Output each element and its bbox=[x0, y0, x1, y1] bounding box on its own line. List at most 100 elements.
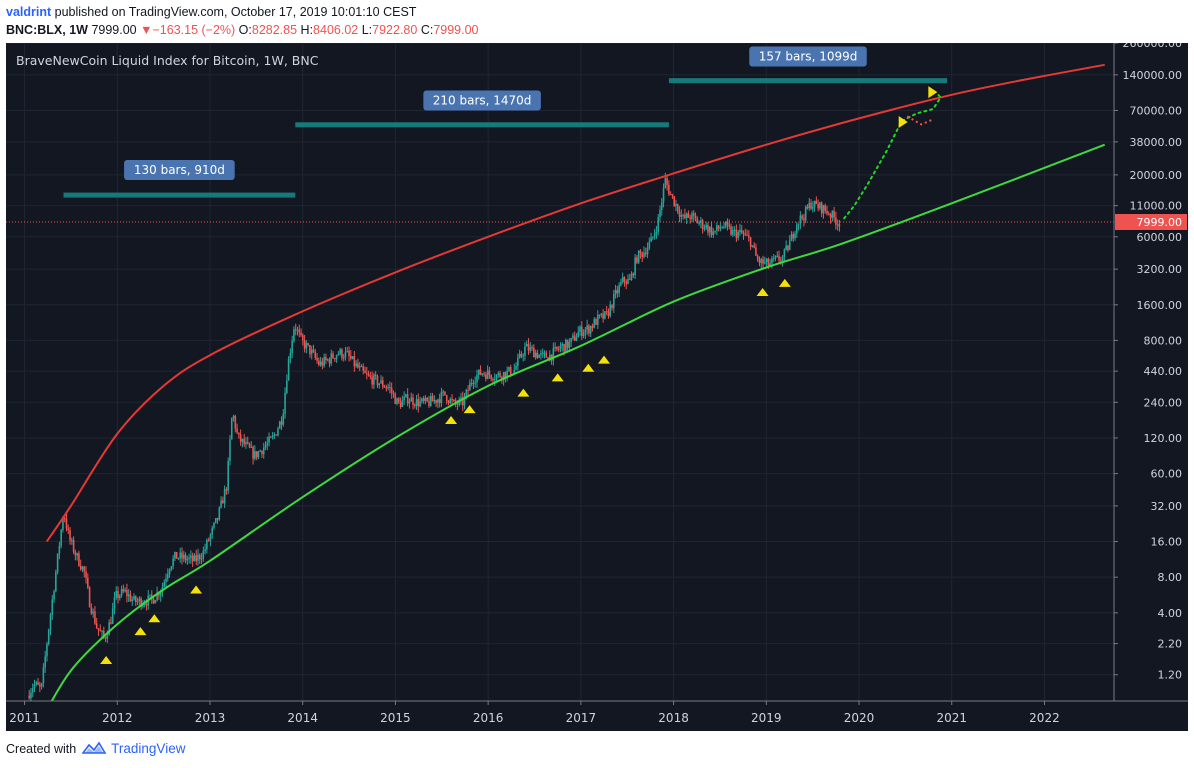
candle-body bbox=[30, 692, 32, 699]
candle-body bbox=[801, 215, 803, 219]
candle-body bbox=[719, 227, 722, 229]
candle-body bbox=[309, 345, 311, 355]
last-price-tag-label: 7999.00 bbox=[1137, 216, 1183, 229]
candle-body bbox=[764, 261, 766, 264]
candle-body bbox=[108, 622, 110, 636]
candle-body bbox=[303, 340, 306, 349]
candle-body bbox=[174, 552, 176, 559]
candle-body bbox=[737, 231, 739, 238]
price-chart[interactable]: 130 bars, 910d 210 bars, 1470d 157 bars, 1… bbox=[6, 43, 1188, 731]
candle-body bbox=[445, 395, 448, 402]
candle-body bbox=[481, 373, 484, 375]
candle-body bbox=[469, 383, 471, 391]
candle-body bbox=[383, 386, 386, 388]
candle-body bbox=[691, 213, 693, 220]
projection-pullback bbox=[906, 115, 934, 126]
price-tick-label: 2.20 bbox=[1158, 638, 1183, 651]
candle-body bbox=[270, 436, 272, 438]
up-triangle-marker bbox=[134, 627, 147, 636]
candle-body bbox=[390, 387, 393, 393]
candle-body bbox=[424, 397, 427, 401]
footer: Created with TradingView bbox=[6, 741, 185, 758]
candle-body bbox=[732, 229, 734, 235]
candle-body bbox=[541, 352, 544, 354]
candle-body bbox=[262, 447, 265, 455]
candle-body bbox=[268, 436, 270, 443]
candle-body bbox=[83, 566, 86, 572]
candle-body bbox=[373, 374, 375, 385]
candle-body bbox=[730, 226, 732, 235]
candle-body bbox=[765, 258, 768, 262]
candle-body bbox=[99, 630, 102, 632]
candle-body bbox=[678, 211, 681, 217]
candle-body bbox=[685, 213, 688, 218]
candle-body bbox=[222, 500, 224, 504]
candle-body bbox=[426, 397, 429, 402]
candle-body bbox=[612, 294, 615, 308]
candle-body bbox=[246, 441, 249, 444]
candle-body bbox=[437, 399, 439, 404]
candle-body bbox=[344, 351, 347, 358]
candle-body bbox=[131, 599, 134, 602]
candle-body bbox=[502, 372, 505, 380]
candle-body bbox=[714, 230, 716, 232]
candle-body bbox=[353, 356, 356, 367]
candle-body bbox=[74, 552, 77, 556]
price-tick-label: 3200.00 bbox=[1137, 263, 1183, 276]
candle-body bbox=[296, 329, 299, 331]
candle-body bbox=[40, 683, 43, 687]
candle-body bbox=[515, 365, 517, 370]
candle-body bbox=[509, 367, 512, 376]
candle-body bbox=[97, 628, 100, 631]
candle-body bbox=[698, 222, 700, 224]
candle-body bbox=[259, 450, 261, 452]
candle-body bbox=[392, 392, 395, 394]
candle-body bbox=[721, 227, 723, 229]
close-label: C: bbox=[420, 23, 434, 37]
candle-body bbox=[179, 552, 182, 558]
candle-body bbox=[739, 229, 741, 232]
candle-body bbox=[138, 598, 141, 602]
candle-body bbox=[652, 236, 654, 238]
price-tick-label: 1600.00 bbox=[1137, 299, 1183, 312]
candle-body bbox=[318, 360, 320, 365]
candle-body bbox=[134, 596, 137, 602]
candle-body bbox=[581, 326, 583, 337]
candle-body bbox=[119, 595, 121, 599]
candle-body bbox=[397, 398, 400, 403]
time-tick-label: 2014 bbox=[287, 711, 318, 725]
candle-body bbox=[689, 217, 691, 220]
candle-body bbox=[154, 600, 157, 604]
candle-body bbox=[751, 245, 754, 247]
candle-body bbox=[403, 396, 405, 401]
candle-body bbox=[250, 446, 253, 448]
candle-body bbox=[238, 432, 240, 435]
candle-body bbox=[177, 557, 180, 559]
candle-body bbox=[716, 225, 718, 231]
candle-body bbox=[275, 434, 277, 436]
author-link[interactable]: valdrint bbox=[6, 5, 52, 19]
candle-body bbox=[294, 329, 297, 331]
candle-body bbox=[726, 222, 729, 225]
open-value: 8282.85 bbox=[251, 23, 298, 37]
candle-body bbox=[749, 237, 752, 247]
candle-body bbox=[286, 380, 288, 393]
candle-body bbox=[428, 401, 430, 406]
candle-body bbox=[113, 597, 116, 609]
candle-body bbox=[703, 228, 706, 230]
candle-body bbox=[641, 252, 644, 257]
candle-body bbox=[300, 332, 302, 336]
candle-body bbox=[668, 184, 670, 195]
candle-body bbox=[380, 380, 382, 384]
candle-body bbox=[85, 571, 87, 579]
candle-body bbox=[127, 594, 130, 597]
candle-body bbox=[362, 366, 365, 371]
tradingview-brand-link[interactable]: TradingView bbox=[111, 741, 186, 756]
candle-body bbox=[579, 326, 581, 332]
candle-body bbox=[76, 553, 78, 556]
candle-body bbox=[104, 637, 107, 639]
candle-body bbox=[158, 592, 160, 596]
candle-body bbox=[415, 399, 418, 407]
candle-body bbox=[609, 304, 612, 317]
candle-body bbox=[827, 213, 830, 215]
